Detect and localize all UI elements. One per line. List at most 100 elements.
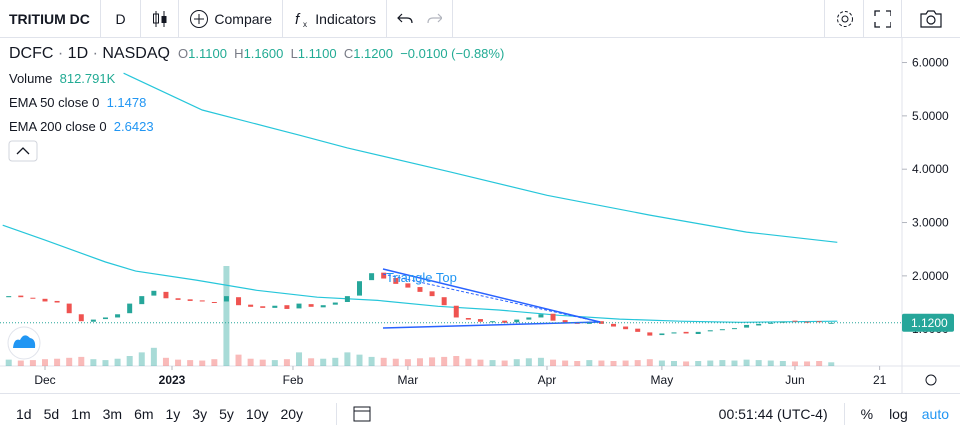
volume-bar: [610, 361, 617, 366]
volume-bar: [271, 360, 278, 366]
candle-body: [816, 321, 822, 323]
range-button[interactable]: 1m: [71, 405, 91, 422]
auto-toggle[interactable]: auto: [921, 405, 949, 422]
candle-body: [719, 329, 725, 331]
ema200-line: [123, 72, 838, 243]
plus-icon: [190, 9, 208, 28]
undo-redo: [387, 0, 453, 38]
log-toggle[interactable]: log: [889, 405, 908, 422]
candle-body: [490, 321, 496, 323]
volume-bar: [804, 361, 811, 366]
settings-button[interactable]: [824, 0, 864, 38]
volume-bar: [102, 360, 109, 366]
candle-body: [90, 319, 96, 322]
ohlc-value: 1.1200: [353, 46, 393, 61]
ema50-label: EMA 50 close 0: [9, 95, 100, 110]
date-range-icon[interactable]: [337, 404, 387, 424]
x-tick-label: May: [651, 373, 674, 387]
volume-bar: [247, 358, 254, 366]
last-price-box: [902, 313, 954, 332]
range-button[interactable]: 20y: [280, 405, 304, 422]
candle-body: [151, 290, 157, 296]
x-tick-label: Feb: [283, 373, 304, 387]
undo-icon[interactable]: [397, 12, 413, 26]
volume-bar: [5, 359, 12, 366]
volume-bar: [199, 360, 206, 366]
fullscreen-button[interactable]: [864, 0, 902, 38]
volume-bar: [320, 358, 327, 366]
volume-bar: [562, 360, 569, 366]
percent-toggle[interactable]: %: [860, 405, 874, 422]
volume-label: Volume: [9, 71, 53, 86]
volume-bar: [356, 354, 363, 366]
volume-bar: [223, 266, 230, 366]
candle-body: [78, 314, 84, 322]
pattern-line: [382, 268, 601, 323]
compare-button[interactable]: Compare: [179, 0, 283, 38]
candle-body: [623, 326, 629, 330]
candle-body: [393, 278, 399, 284]
range-button[interactable]: 10y: [245, 405, 269, 422]
range-button[interactable]: 6m: [134, 405, 154, 422]
volume-bar: [767, 360, 774, 366]
candle-body: [635, 328, 641, 332]
snapshot-button[interactable]: [902, 0, 960, 38]
logo-icon: [13, 335, 36, 348]
x-tick-label: Mar: [398, 373, 419, 387]
range-button[interactable]: 5y: [219, 405, 234, 422]
x-tick-label: Dec: [34, 373, 55, 387]
camera-icon: [920, 9, 942, 28]
redo-icon[interactable]: [426, 12, 443, 26]
candle-body: [260, 306, 266, 308]
candle-body: [127, 303, 133, 314]
candle-body: [296, 303, 302, 309]
range-button[interactable]: 3m: [102, 405, 123, 422]
volume-bar: [380, 357, 387, 366]
svg-text:x: x: [303, 20, 307, 29]
range-button[interactable]: 3y: [192, 405, 208, 422]
ema50-line: [2, 224, 838, 323]
candle-body: [756, 323, 762, 326]
ohlc-label: C: [343, 46, 354, 61]
volume-bar: [150, 347, 157, 366]
sep: ·: [57, 45, 64, 62]
symbol-button[interactable]: TRITIUM DC: [0, 0, 101, 38]
y-tick-label: 6.0000: [912, 56, 949, 70]
range-button[interactable]: 1d: [16, 405, 32, 422]
exchange: NASDAQ: [102, 45, 170, 62]
ohlc-value: 1.1100: [297, 46, 337, 61]
candle-body: [199, 300, 205, 302]
volume-bar: [126, 356, 133, 366]
volume-bar: [525, 358, 532, 366]
volume-bar: [175, 359, 182, 366]
candle-body: [477, 319, 483, 322]
axis-settings[interactable]: [925, 374, 937, 386]
volume-bar: [114, 358, 121, 366]
ohlc-label: H: [234, 46, 244, 61]
candle-body: [381, 272, 387, 279]
y-tick-label: 2.0000: [912, 269, 949, 283]
volume-value: 812.791K: [59, 71, 116, 86]
x-tick-label: 21: [873, 373, 887, 387]
volume-bar: [477, 359, 484, 366]
ohlc-value: 1.1100: [188, 46, 227, 61]
candle-icon: [152, 10, 166, 27]
range-button[interactable]: 1y: [165, 405, 181, 422]
candle-body: [284, 305, 290, 309]
candle-body: [139, 296, 145, 305]
clock[interactable]: 00:51:44 (UTC-4): [719, 402, 845, 425]
collapse-button[interactable]: [8, 140, 38, 162]
volume-bar: [658, 360, 665, 366]
range-button[interactable]: 5d: [43, 405, 60, 422]
candle-body: [695, 331, 701, 334]
volume-bar: [743, 359, 750, 366]
interval-button[interactable]: D: [101, 0, 141, 38]
candle-body: [562, 320, 568, 323]
candle-body: [187, 299, 193, 301]
volume-bar: [54, 358, 61, 366]
candle-body: [453, 305, 459, 318]
chart-type-button[interactable]: [141, 0, 179, 38]
volume-bar: [513, 359, 520, 366]
